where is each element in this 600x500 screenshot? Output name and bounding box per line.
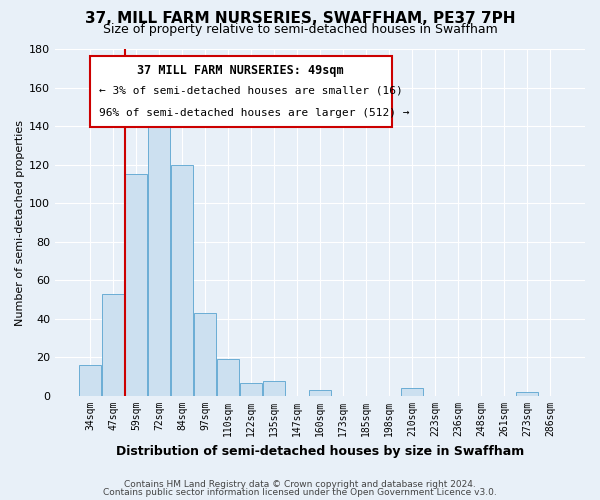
Bar (102, 294, 124, 396)
Bar (217, 360, 239, 396)
Text: 37 MILL FARM NURSERIES: 49sqm: 37 MILL FARM NURSERIES: 49sqm (137, 64, 344, 77)
FancyBboxPatch shape (89, 56, 392, 127)
Bar (401, 388, 423, 396)
Text: 96% of semi-detached houses are larger (512) →: 96% of semi-detached houses are larger (… (98, 108, 409, 118)
Text: ← 3% of semi-detached houses are smaller (16): ← 3% of semi-detached houses are smaller… (98, 85, 403, 95)
Bar (148, 107, 170, 396)
Bar (171, 164, 193, 396)
Y-axis label: Number of semi-detached properties: Number of semi-detached properties (15, 120, 25, 326)
Bar (79, 365, 101, 396)
Text: Contains public sector information licensed under the Open Government Licence v3: Contains public sector information licen… (103, 488, 497, 497)
Bar (125, 174, 147, 396)
Bar (240, 382, 262, 396)
Bar (263, 380, 285, 396)
Bar (516, 392, 538, 396)
Text: Size of property relative to semi-detached houses in Swaffham: Size of property relative to semi-detach… (103, 22, 497, 36)
Bar (194, 313, 216, 396)
X-axis label: Distribution of semi-detached houses by size in Swaffham: Distribution of semi-detached houses by … (116, 444, 524, 458)
Bar (309, 390, 331, 396)
Text: 37, MILL FARM NURSERIES, SWAFFHAM, PE37 7PH: 37, MILL FARM NURSERIES, SWAFFHAM, PE37 … (85, 11, 515, 26)
Text: Contains HM Land Registry data © Crown copyright and database right 2024.: Contains HM Land Registry data © Crown c… (124, 480, 476, 489)
